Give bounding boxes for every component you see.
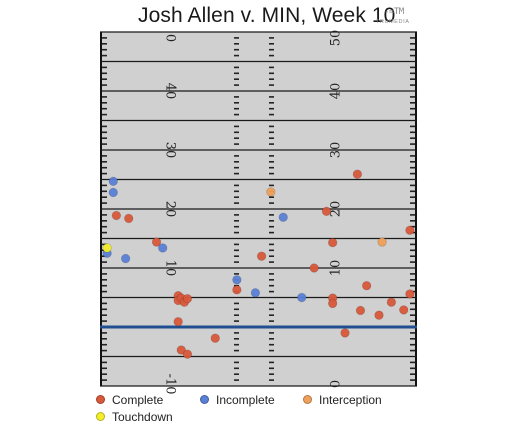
- yard-number-right: 20: [329, 201, 344, 218]
- chart-header: Josh Allen v. MIN, Week 10 -=TM TRUMEDIA: [0, 4, 512, 30]
- legend-swatch: [303, 395, 312, 404]
- incomplete-point: [232, 275, 242, 285]
- incomplete-point: [158, 243, 168, 253]
- incomplete-point: [108, 187, 118, 198]
- trumedia-logo-wordmark: TRUMEDIA: [376, 19, 410, 25]
- yard-number-right: 0: [329, 380, 344, 388]
- legend-swatch: [200, 395, 209, 404]
- complete-point: [321, 206, 332, 217]
- complete-point: [182, 349, 193, 359]
- complete-point: [309, 263, 319, 273]
- yard-number-right: 50: [329, 30, 344, 47]
- yard-number-left: 10: [163, 260, 178, 277]
- trumedia-logo: -=TM TRUMEDIA: [376, 6, 416, 28]
- yard-numbers: 0 50 40 40 30 30 20 20 10 10 -10 0: [163, 30, 344, 395]
- yard-number-left: 30: [163, 142, 178, 159]
- complete-point: [355, 305, 366, 316]
- complete-point: [405, 225, 415, 235]
- legend-label: Interception: [319, 393, 382, 407]
- legend-label: Touchdown: [112, 410, 173, 424]
- complete-point: [256, 251, 267, 261]
- yard-lines: [100, 31, 417, 387]
- complete-point: [352, 169, 363, 179]
- complete-point: [151, 237, 162, 247]
- complete-point: [232, 285, 242, 295]
- complete-point: [361, 281, 372, 291]
- touchdown-point: [102, 243, 112, 253]
- incomplete-point: [108, 176, 118, 186]
- yard-number-left: 20: [163, 201, 178, 218]
- incomplete-point: [250, 288, 261, 298]
- yard-number-right: 30: [329, 142, 344, 159]
- complete-point: [399, 305, 409, 315]
- complete-point: [327, 237, 338, 248]
- legend-swatch: [96, 412, 105, 421]
- legend-label: Incomplete: [216, 393, 275, 407]
- yard-number-left: 0: [163, 34, 178, 42]
- incomplete-point: [278, 212, 288, 222]
- legend-label: Complete: [112, 393, 164, 407]
- legend-swatch: [96, 395, 105, 404]
- complete-point: [176, 345, 186, 355]
- incomplete-point: [120, 253, 131, 264]
- complete-point: [327, 298, 338, 309]
- pass-points: [102, 169, 415, 359]
- chart-title: Josh Allen v. MIN, Week 10: [138, 4, 396, 27]
- yard-number-right: 40: [329, 83, 344, 100]
- complete-point: [124, 213, 134, 224]
- interception-point: [266, 187, 276, 197]
- complete-point: [111, 210, 122, 221]
- complete-point: [173, 316, 183, 327]
- complete-point: [340, 328, 350, 338]
- trumedia-logo-mark: -=TM: [384, 7, 404, 17]
- complete-point: [182, 293, 193, 304]
- hash-marks: [102, 37, 415, 381]
- complete-point: [374, 310, 384, 320]
- yard-number-left: -10: [163, 374, 178, 395]
- interception-point: [377, 237, 387, 247]
- yard-number-right: 10: [329, 260, 344, 277]
- complete-point: [405, 289, 415, 299]
- yard-number-left: 40: [163, 83, 178, 100]
- complete-point: [210, 333, 220, 343]
- incomplete-point: [297, 292, 307, 303]
- complete-point: [386, 297, 397, 307]
